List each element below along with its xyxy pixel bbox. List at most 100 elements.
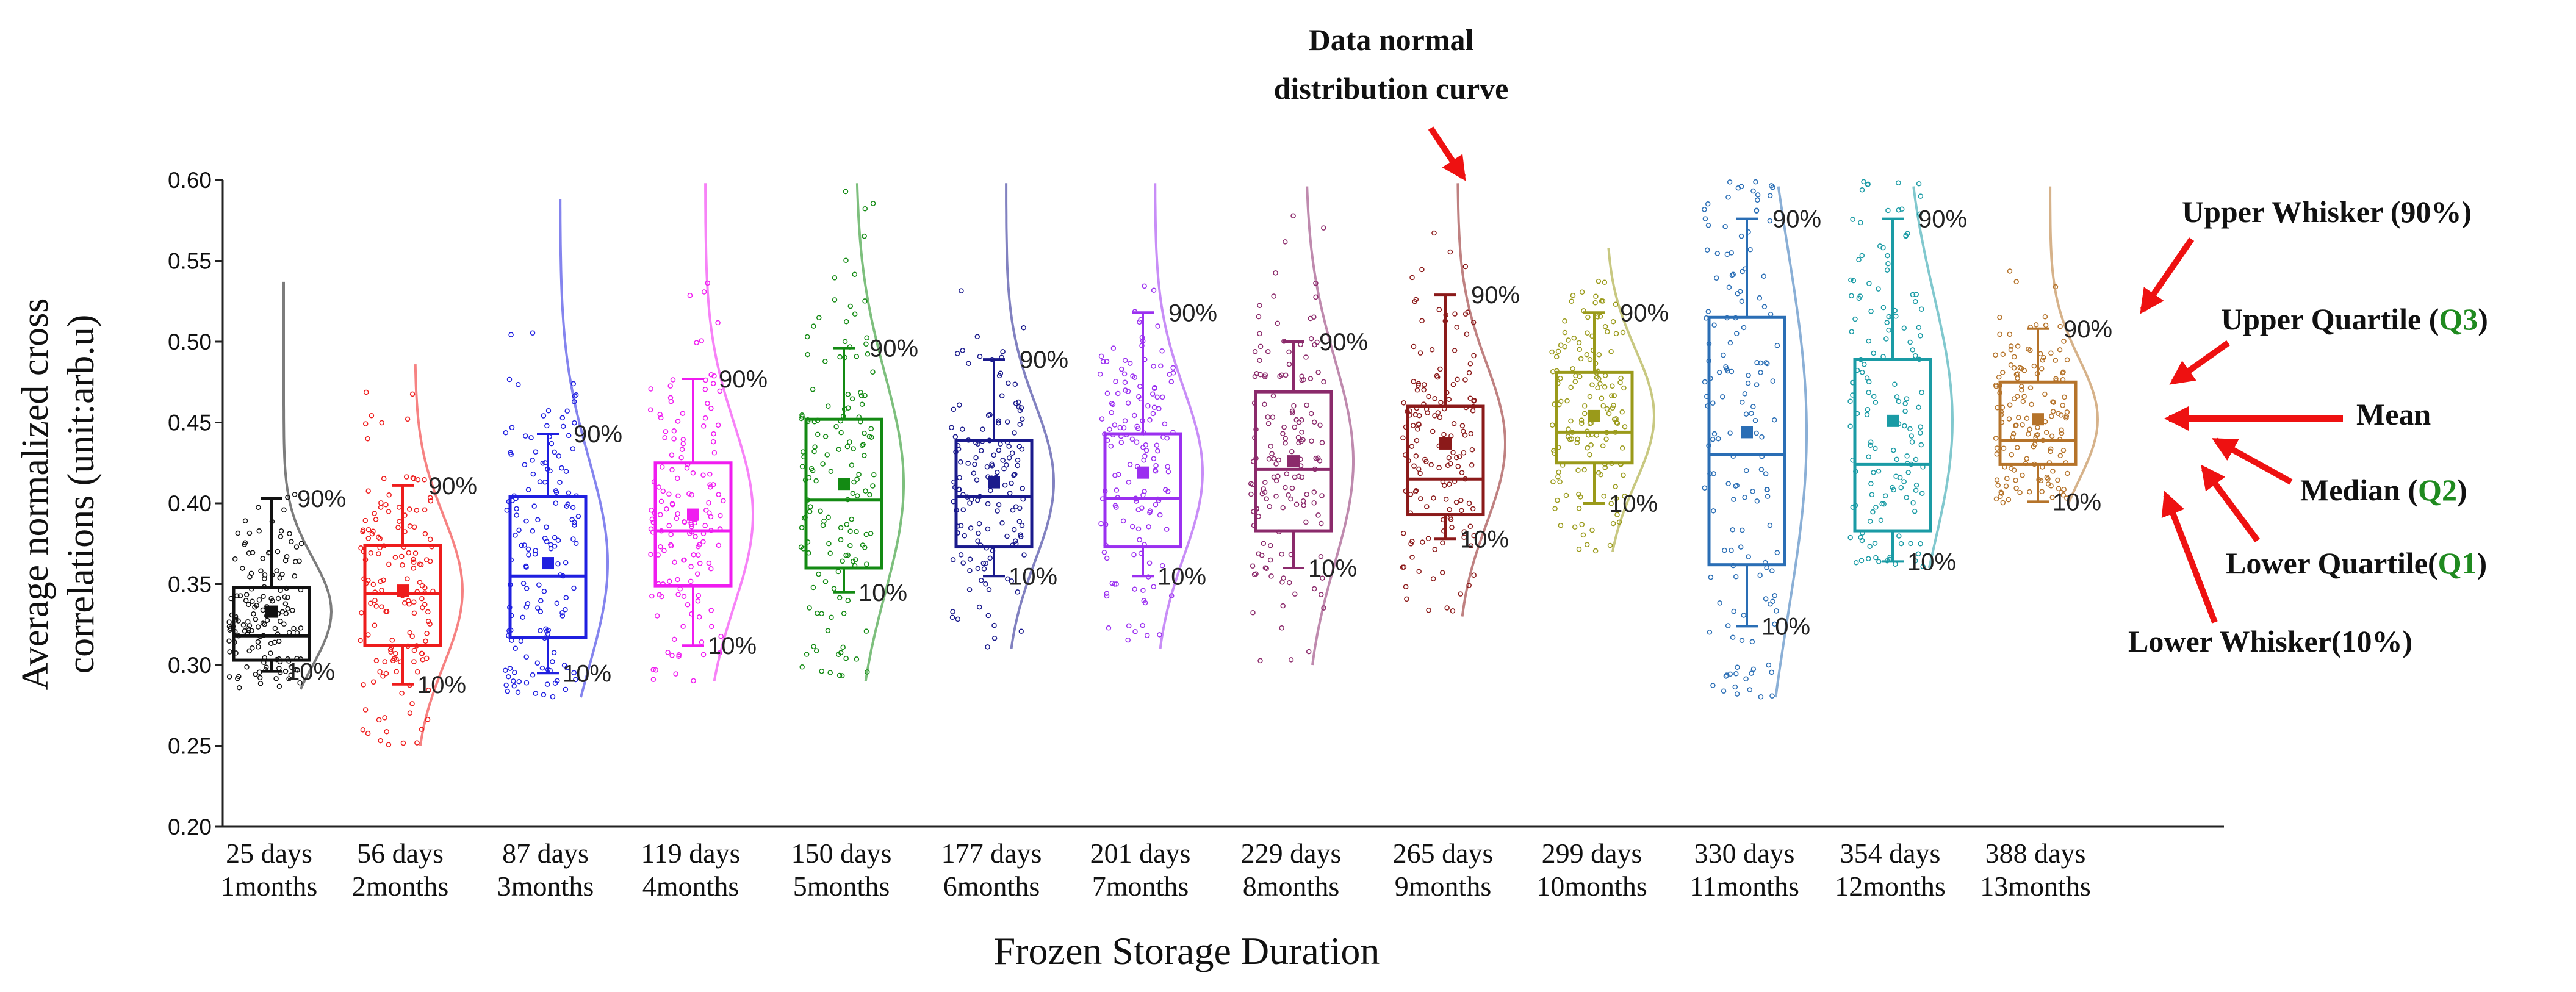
median-code: Q2	[2418, 473, 2457, 507]
data-point	[227, 649, 232, 655]
data-point	[1401, 400, 1406, 406]
data-point	[1409, 444, 1415, 449]
data-point	[1873, 555, 1879, 561]
mean-marker	[1137, 466, 1149, 479]
data-point	[1770, 378, 1775, 384]
data-point	[2060, 370, 2065, 376]
data-point	[1098, 353, 1104, 359]
data-point	[370, 528, 376, 534]
upper-whisker-label: 90%	[1620, 300, 1669, 326]
data-point	[236, 618, 241, 624]
x-category-months: 9months	[1395, 871, 1491, 902]
data-point	[365, 436, 370, 442]
data-point	[957, 402, 962, 408]
data-point	[843, 257, 849, 264]
data-point	[1147, 417, 1153, 423]
data-point	[1114, 505, 1119, 510]
data-point	[966, 587, 973, 592]
data-point	[1854, 559, 1859, 566]
data-point	[362, 421, 369, 426]
data-point	[1104, 390, 1110, 396]
data-point	[1467, 395, 1473, 401]
data-point	[835, 569, 841, 575]
data-point	[868, 531, 874, 536]
data-point	[1707, 629, 1713, 635]
data-point	[1571, 335, 1577, 341]
data-point	[1401, 564, 1407, 570]
data-point	[1308, 411, 1314, 417]
data-point	[551, 650, 557, 656]
data-point	[1143, 448, 1149, 453]
upper-whisker-label: 90%	[1168, 300, 1217, 326]
data-point	[240, 566, 245, 571]
data-point	[852, 271, 858, 277]
data-point	[1437, 366, 1443, 372]
data-point	[1711, 508, 1716, 514]
data-point	[277, 575, 282, 581]
data-point	[1280, 505, 1286, 511]
data-point	[1750, 188, 1756, 194]
data-point	[1465, 309, 1470, 315]
upper-whisker-label: 90%	[1319, 329, 1368, 356]
data-point	[1270, 393, 1276, 399]
data-point	[1275, 473, 1281, 480]
data-point	[1408, 492, 1414, 497]
data-point	[1319, 440, 1325, 445]
data-point	[859, 442, 865, 448]
data-point	[1904, 495, 1909, 500]
data-point	[1859, 187, 1865, 193]
data-point	[1576, 547, 1582, 552]
data-point	[1146, 560, 1153, 566]
data-point	[257, 681, 264, 686]
data-point	[1114, 487, 1120, 493]
data-point	[1555, 474, 1561, 480]
data-point	[694, 340, 699, 345]
data-point	[658, 498, 664, 505]
data-point	[1569, 298, 1575, 304]
data-point	[1428, 462, 1434, 468]
data-point	[1009, 578, 1015, 584]
data-point	[1153, 463, 1159, 469]
data-point	[695, 598, 701, 604]
quartile-box	[363, 544, 442, 647]
data-point	[1019, 447, 1025, 452]
data-point	[710, 439, 716, 445]
data-point	[1459, 470, 1465, 476]
data-point	[1774, 608, 1779, 614]
upper-whisker-label: 90%	[574, 421, 622, 448]
data-point	[677, 586, 683, 592]
data-point	[1459, 508, 1464, 514]
mean-marker	[988, 476, 1000, 489]
data-point	[810, 467, 816, 473]
data-point	[991, 622, 997, 628]
data-point	[1145, 403, 1151, 409]
data-point	[2051, 400, 2057, 405]
data-point	[2003, 483, 2009, 489]
data-point	[553, 489, 559, 495]
data-point	[1134, 439, 1140, 445]
data-point	[1137, 537, 1142, 543]
data-point	[1158, 363, 1164, 369]
data-point	[533, 691, 539, 696]
data-point	[530, 471, 536, 477]
data-point	[849, 516, 854, 522]
data-point	[819, 611, 824, 617]
data-point	[427, 495, 433, 501]
data-point	[564, 408, 570, 414]
data-point	[1108, 443, 1114, 449]
data-point	[1142, 453, 1148, 459]
data-point	[572, 393, 578, 399]
data-point	[1771, 417, 1777, 423]
data-point	[1596, 278, 1602, 284]
data-point	[1861, 179, 1866, 185]
data-point	[1424, 504, 1430, 509]
data-point	[975, 566, 981, 572]
data-point	[1299, 474, 1305, 480]
data-point	[1913, 298, 1918, 304]
data-point	[836, 652, 841, 658]
data-point	[1414, 437, 1420, 444]
data-point	[1579, 289, 1585, 295]
data-point	[1276, 457, 1281, 463]
data-point	[847, 303, 854, 309]
